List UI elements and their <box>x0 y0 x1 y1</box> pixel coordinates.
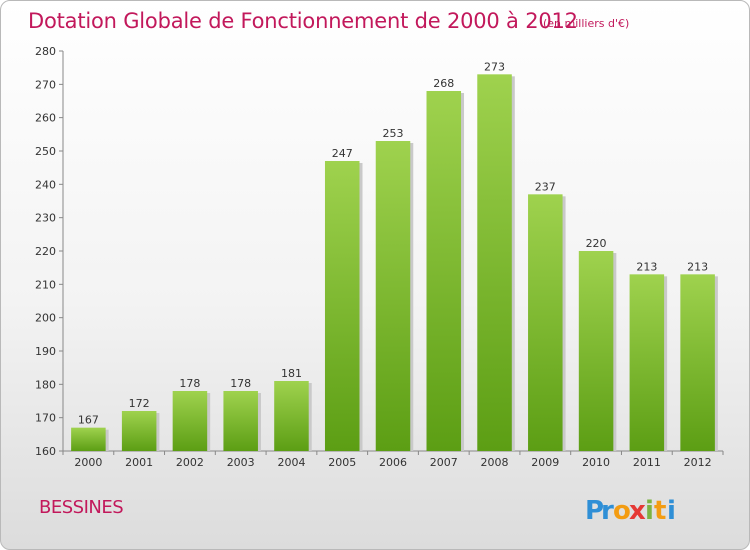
bar <box>426 91 462 451</box>
data-label: 237 <box>535 180 556 193</box>
bar <box>324 161 360 451</box>
logo-letter: r <box>601 496 614 525</box>
x-tick-label: 2000 <box>74 456 102 469</box>
logo-letter: o <box>613 496 631 525</box>
y-tick-label: 270 <box>35 78 56 91</box>
logo-letter: P <box>585 496 604 525</box>
data-label: 172 <box>129 397 150 410</box>
bar <box>71 427 106 451</box>
logo-letter: i <box>645 496 654 525</box>
bar <box>121 411 157 451</box>
x-tick-label: 2012 <box>684 456 712 469</box>
logo-letter: i <box>667 496 676 525</box>
bar <box>477 74 512 451</box>
x-tick-label: 2007 <box>430 456 458 469</box>
bar <box>629 274 665 451</box>
y-tick-label: 200 <box>35 312 56 325</box>
x-tick-label: 2005 <box>328 456 356 469</box>
y-tick-label: 170 <box>35 412 56 425</box>
x-tick-label: 2009 <box>531 456 559 469</box>
data-labels: 167 172 178 178 181 247 253 268 273 237 220 213 213 <box>78 60 708 426</box>
bar <box>223 391 258 451</box>
logo-letter: x <box>629 496 646 525</box>
x-tick-label: 2004 <box>277 456 305 469</box>
x-tick-label: 2010 <box>582 456 610 469</box>
y-tick-label: 220 <box>35 245 56 258</box>
x-tick-label: 2002 <box>176 456 204 469</box>
axes: 160 170 180 190 200 210 220 230 240 250 260 270 280 2… <box>35 45 724 469</box>
y-tick-label: 260 <box>35 112 56 125</box>
bar <box>680 274 715 451</box>
y-tick-label: 210 <box>35 278 56 291</box>
data-label: 213 <box>636 260 657 273</box>
y-tick-label: 250 <box>35 145 56 158</box>
bar <box>528 194 563 452</box>
data-label: 181 <box>281 367 302 380</box>
bar <box>375 141 411 451</box>
proxiti-logo: Pr ox i t i <box>585 496 676 525</box>
data-label: 167 <box>78 414 99 427</box>
data-label: 273 <box>484 60 505 73</box>
data-label: 220 <box>586 237 607 250</box>
data-label: 178 <box>179 377 200 390</box>
logo-letter: t <box>654 496 666 525</box>
bar <box>274 381 309 451</box>
x-tick-label: 2011 <box>633 456 661 469</box>
x-tick-label: 2001 <box>125 456 153 469</box>
data-label: 247 <box>332 147 353 160</box>
bar <box>172 391 208 451</box>
y-tick-label: 190 <box>35 345 56 358</box>
x-tick-label: 2003 <box>227 456 255 469</box>
x-tick-label: 2008 <box>481 456 509 469</box>
data-label: 253 <box>383 127 404 140</box>
y-tick-label: 280 <box>35 45 56 58</box>
chart-title: Dotation Globale de Fonctionnement de 20… <box>28 9 578 33</box>
bars <box>71 74 718 452</box>
y-tick-label: 240 <box>35 178 56 191</box>
x-tick-label: 2006 <box>379 456 407 469</box>
y-tick-label: 180 <box>35 378 56 391</box>
commune-name: BESSINES <box>39 497 124 518</box>
chart-subtitle: (en milliers d'€) <box>543 17 630 30</box>
bar <box>578 251 614 451</box>
data-label: 178 <box>230 377 251 390</box>
y-tick-label: 230 <box>35 212 56 225</box>
data-label: 268 <box>433 77 454 90</box>
data-label: 213 <box>687 260 708 273</box>
y-tick-label: 160 <box>35 445 56 458</box>
